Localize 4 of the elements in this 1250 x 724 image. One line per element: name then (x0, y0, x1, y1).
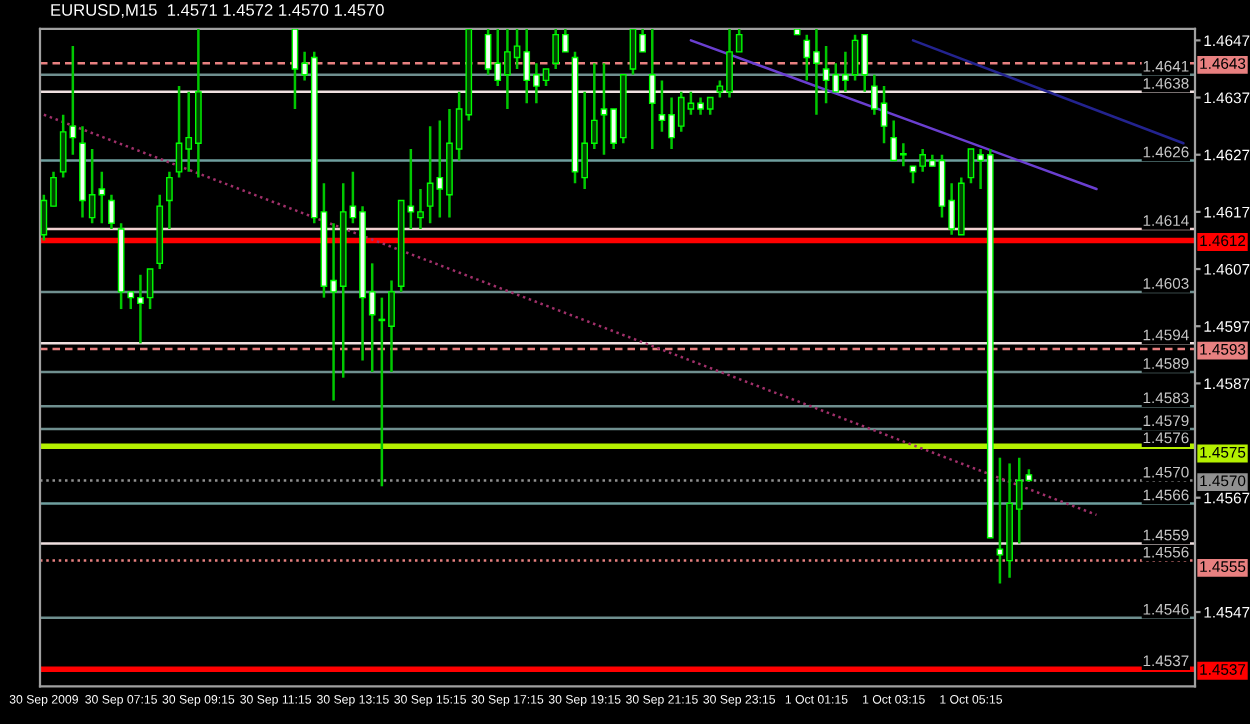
candlestick (648, 28, 656, 151)
candlestick (166, 170, 173, 231)
candlestick (108, 193, 115, 231)
chart-title: EURUSD,M15 1.4571 1.4572 1.4570 1.4570 (51, 4, 384, 18)
